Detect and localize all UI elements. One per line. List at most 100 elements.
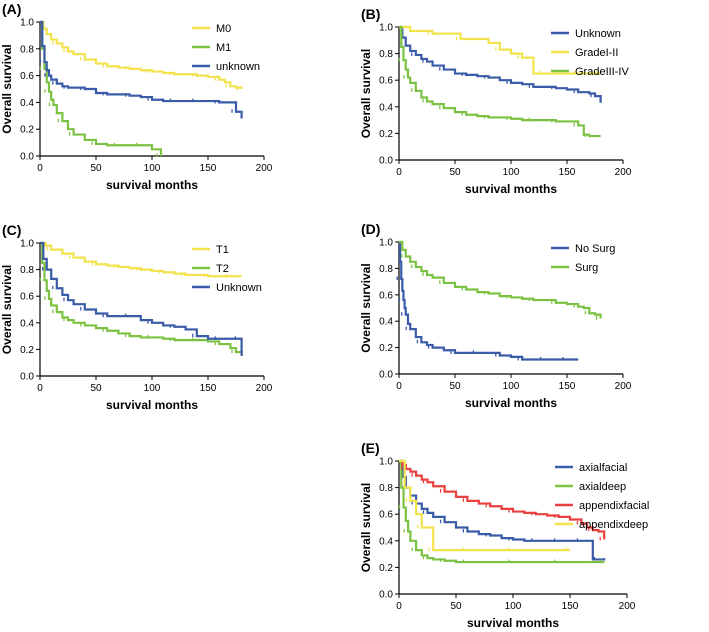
x-tick-label: 150 [559, 381, 576, 392]
x-tick-label: 0 [396, 167, 402, 178]
y-tick-label: 1.0 [379, 23, 393, 34]
x-tick-label: 200 [256, 383, 273, 394]
x-tick-label: 100 [503, 167, 520, 178]
y-tick-label: 0.6 [20, 71, 34, 82]
y-tick-label: 0.6 [379, 510, 393, 521]
y-tick-label: 0.2 [379, 563, 393, 574]
y-tick-label: 0.8 [379, 264, 393, 275]
legend-label: T2 [216, 263, 229, 275]
chart-panel: (E) 0 50 100 150 200 0.0 0.2 0.4 0.6 0.8 1.0 surviva… [359, 440, 649, 630]
series-line [399, 459, 570, 552]
x-tick-label: 200 [619, 601, 636, 612]
y-tick-label: 1.0 [20, 18, 34, 29]
panel-label: (A) [2, 1, 21, 17]
x-tick-label: 50 [90, 163, 102, 174]
legend-label: GradeI-II [575, 47, 618, 59]
chart-panel: (A) 0 50 100 150 200 0.0 0.2 0.4 0.6 0.8 1.0 surviva… [0, 1, 273, 192]
y-tick-label: 0.0 [20, 372, 34, 383]
series-line [399, 240, 602, 319]
legend-label: Unknown [575, 28, 621, 40]
series-line [40, 20, 163, 156]
legend-label: Surg [575, 262, 598, 274]
panel-label: (E) [361, 440, 380, 456]
x-tick-label: 200 [256, 163, 273, 174]
series-line [399, 25, 602, 103]
series-line [40, 241, 243, 357]
y-tick-label: 0.6 [379, 76, 393, 87]
y-tick-label: 1.0 [20, 239, 34, 250]
y-tick-label: 0.4 [379, 536, 393, 547]
x-axis-label: survival months [465, 396, 557, 410]
y-tick-label: 0.8 [20, 265, 34, 276]
y-tick-label: 0.2 [379, 129, 393, 140]
y-tick-label: 0.4 [20, 98, 34, 109]
y-tick-label: 0.2 [379, 343, 393, 354]
x-tick-label: 0 [396, 601, 402, 612]
x-tick-label: 200 [615, 381, 632, 392]
x-tick-label: 50 [449, 167, 461, 178]
panel-label: (D) [361, 221, 380, 237]
y-axis-label: Overall survival [359, 49, 373, 138]
legend-label: T1 [216, 244, 229, 256]
y-tick-label: 1.0 [379, 238, 393, 249]
y-tick-label: 0.0 [20, 152, 34, 163]
x-tick-label: 100 [144, 163, 161, 174]
y-axis-label: Overall survival [0, 44, 14, 133]
y-tick-label: 0.4 [379, 317, 393, 328]
series-line [399, 459, 606, 561]
x-axis-label: survival months [106, 398, 198, 412]
x-tick-label: 0 [37, 383, 43, 394]
x-tick-label: 150 [200, 163, 217, 174]
y-axis-label: Overall survival [359, 483, 373, 572]
legend-label: M0 [216, 23, 231, 35]
y-axis-label: Overall survival [0, 265, 14, 354]
chart-panel: (C) 0 50 100 150 200 0.0 0.2 0.4 0.6 0.8 1.0 surviva… [0, 222, 273, 412]
series-line [399, 25, 601, 138]
y-tick-label: 0.8 [379, 49, 393, 60]
series-line [399, 25, 601, 75]
x-axis-label: survival months [467, 616, 559, 630]
legend-label: appendixfacial [579, 500, 649, 512]
y-tick-label: 0.8 [20, 44, 34, 55]
x-tick-label: 150 [562, 601, 579, 612]
x-tick-label: 100 [505, 601, 522, 612]
x-tick-label: 50 [450, 601, 462, 612]
x-tick-label: 50 [90, 383, 102, 394]
legend-label: M1 [216, 42, 231, 54]
series-line [399, 459, 605, 564]
x-tick-label: 150 [559, 167, 576, 178]
y-tick-label: 0.4 [379, 102, 393, 113]
x-tick-label: 0 [396, 381, 402, 392]
x-axis-label: survival months [465, 182, 557, 196]
series-line [40, 241, 242, 278]
series-line [40, 20, 243, 119]
x-tick-label: 50 [449, 381, 461, 392]
y-tick-label: 0.8 [379, 483, 393, 494]
legend-label: Unknown [216, 282, 262, 294]
panel-label: (C) [2, 222, 21, 238]
series-line [40, 20, 243, 89]
legend-label: axialfacial [579, 462, 627, 474]
y-tick-label: 0.0 [379, 590, 393, 601]
y-tick-label: 0.0 [379, 370, 393, 381]
y-axis-label: Overall survival [359, 263, 373, 352]
legend-label: No Surg [575, 243, 615, 255]
x-tick-label: 100 [144, 383, 161, 394]
series-line [40, 241, 243, 357]
panel-label: (B) [361, 6, 380, 22]
x-axis-label: survival months [106, 178, 198, 192]
series-line [399, 459, 606, 540]
legend-label: appendixdeep [579, 519, 648, 531]
y-tick-label: 0.4 [20, 318, 34, 329]
chart-panel: (D) 0 50 100 150 200 0.0 0.2 0.4 0.6 0.8 1.0 surviva… [359, 221, 632, 410]
series-line [399, 240, 579, 361]
x-tick-label: 0 [37, 163, 43, 174]
legend-label: axialdeep [579, 481, 626, 493]
y-tick-label: 1.0 [379, 457, 393, 468]
legend-label: unknown [216, 61, 260, 73]
y-tick-label: 0.2 [20, 345, 34, 356]
y-tick-label: 0.0 [379, 156, 393, 167]
chart-panel: (B) 0 50 100 150 200 0.0 0.2 0.4 0.6 0.8 1.0 surviva… [359, 6, 632, 196]
y-tick-label: 0.6 [20, 292, 34, 303]
y-tick-label: 0.2 [20, 125, 34, 136]
